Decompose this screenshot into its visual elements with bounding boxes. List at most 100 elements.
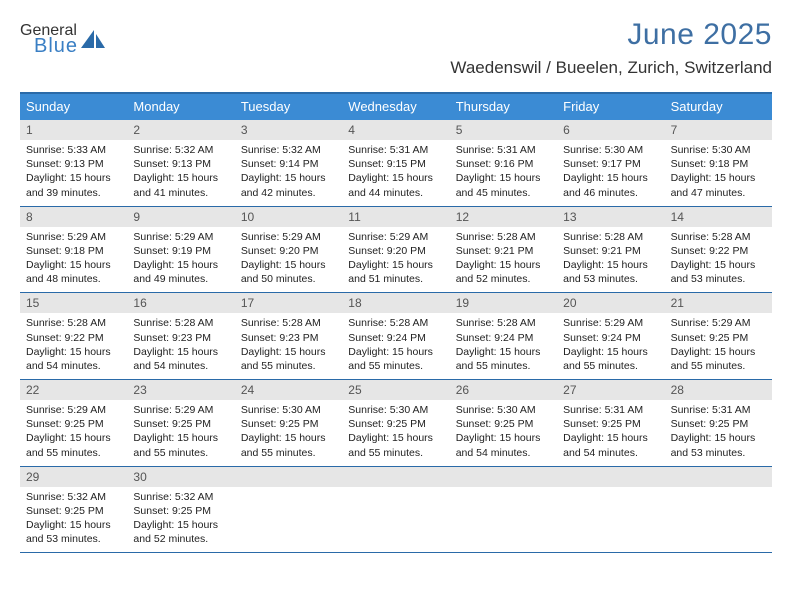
daylight-line: Daylight: 15 hours and 55 minutes. <box>563 345 660 373</box>
sunset-line: Sunset: 9:25 PM <box>241 417 338 431</box>
sunrise-line: Sunrise: 5:29 AM <box>26 403 123 417</box>
sunrise-line: Sunrise: 5:30 AM <box>671 143 768 157</box>
sunrise-line: Sunrise: 5:28 AM <box>671 230 768 244</box>
day-cell: Sunrise: 5:29 AMSunset: 9:25 PMDaylight:… <box>127 400 234 466</box>
daylight-line: Daylight: 15 hours and 55 minutes. <box>26 431 123 459</box>
daylight-line: Daylight: 15 hours and 54 minutes. <box>456 431 553 459</box>
daylight-line: Daylight: 15 hours and 54 minutes. <box>133 345 230 373</box>
day-cell: Sunrise: 5:29 AMSunset: 9:24 PMDaylight:… <box>557 313 664 379</box>
day-cell: Sunrise: 5:30 AMSunset: 9:25 PMDaylight:… <box>342 400 449 466</box>
sunrise-line: Sunrise: 5:29 AM <box>241 230 338 244</box>
day-number: 18 <box>342 293 449 313</box>
daylight-line: Daylight: 15 hours and 55 minutes. <box>456 345 553 373</box>
sail-icon <box>80 28 106 50</box>
sunset-line: Sunset: 9:25 PM <box>26 504 123 518</box>
day-number: 21 <box>665 293 772 313</box>
sunrise-line: Sunrise: 5:29 AM <box>133 230 230 244</box>
day-number: 24 <box>235 380 342 400</box>
day-number: 15 <box>20 293 127 313</box>
day-number: 5 <box>450 120 557 140</box>
day-cell: Sunrise: 5:28 AMSunset: 9:22 PMDaylight:… <box>665 227 772 293</box>
daylight-line: Daylight: 15 hours and 41 minutes. <box>133 171 230 199</box>
day-number: 11 <box>342 207 449 227</box>
daynum-row: 891011121314 <box>20 207 772 227</box>
daylight-line: Daylight: 15 hours and 44 minutes. <box>348 171 445 199</box>
daynum-row: 15161718192021 <box>20 293 772 313</box>
sunset-line: Sunset: 9:21 PM <box>563 244 660 258</box>
day-cell: Sunrise: 5:28 AMSunset: 9:24 PMDaylight:… <box>450 313 557 379</box>
content-row: Sunrise: 5:29 AMSunset: 9:18 PMDaylight:… <box>20 227 772 293</box>
content-row: Sunrise: 5:29 AMSunset: 9:25 PMDaylight:… <box>20 400 772 466</box>
day-number: 3 <box>235 120 342 140</box>
day-cell: Sunrise: 5:29 AMSunset: 9:18 PMDaylight:… <box>20 227 127 293</box>
sunrise-line: Sunrise: 5:28 AM <box>133 316 230 330</box>
sunrise-line: Sunrise: 5:28 AM <box>241 316 338 330</box>
sunrise-line: Sunrise: 5:30 AM <box>456 403 553 417</box>
header: General Blue June 2025 Waedenswil / Buee… <box>20 18 772 78</box>
day-number: 26 <box>450 380 557 400</box>
daylight-line: Daylight: 15 hours and 53 minutes. <box>563 258 660 286</box>
daylight-line: Daylight: 15 hours and 47 minutes. <box>671 171 768 199</box>
daylight-line: Daylight: 15 hours and 42 minutes. <box>241 171 338 199</box>
day-cell: Sunrise: 5:31 AMSunset: 9:15 PMDaylight:… <box>342 140 449 206</box>
daylight-line: Daylight: 15 hours and 53 minutes. <box>671 431 768 459</box>
daynum-row: 22232425262728 <box>20 380 772 400</box>
daylight-line: Daylight: 15 hours and 46 minutes. <box>563 171 660 199</box>
sunset-line: Sunset: 9:13 PM <box>133 157 230 171</box>
sunrise-line: Sunrise: 5:30 AM <box>348 403 445 417</box>
daylight-line: Daylight: 15 hours and 39 minutes. <box>26 171 123 199</box>
sunset-line: Sunset: 9:25 PM <box>348 417 445 431</box>
sunset-line: Sunset: 9:25 PM <box>563 417 660 431</box>
daynum-row: 1234567 <box>20 120 772 140</box>
sunset-line: Sunset: 9:20 PM <box>241 244 338 258</box>
day-cell <box>342 487 449 553</box>
day-header-row: Sunday Monday Tuesday Wednesday Thursday… <box>20 94 772 120</box>
day-number: 13 <box>557 207 664 227</box>
calendar: Sunday Monday Tuesday Wednesday Thursday… <box>20 92 772 553</box>
day-cell: Sunrise: 5:31 AMSunset: 9:16 PMDaylight:… <box>450 140 557 206</box>
sunset-line: Sunset: 9:13 PM <box>26 157 123 171</box>
sunset-line: Sunset: 9:16 PM <box>456 157 553 171</box>
week: 891011121314Sunrise: 5:29 AMSunset: 9:18… <box>20 207 772 294</box>
sunset-line: Sunset: 9:15 PM <box>348 157 445 171</box>
day-number: 1 <box>20 120 127 140</box>
day-cell <box>557 487 664 553</box>
day-number: 10 <box>235 207 342 227</box>
day-cell <box>665 487 772 553</box>
day-number <box>665 467 772 487</box>
sunset-line: Sunset: 9:18 PM <box>26 244 123 258</box>
daylight-line: Daylight: 15 hours and 49 minutes. <box>133 258 230 286</box>
day-number <box>450 467 557 487</box>
day-header: Sunday <box>20 94 127 120</box>
sunrise-line: Sunrise: 5:32 AM <box>26 490 123 504</box>
day-cell: Sunrise: 5:31 AMSunset: 9:25 PMDaylight:… <box>665 400 772 466</box>
logo-text: General Blue <box>20 24 78 55</box>
sunset-line: Sunset: 9:25 PM <box>671 417 768 431</box>
day-cell <box>450 487 557 553</box>
day-cell: Sunrise: 5:32 AMSunset: 9:25 PMDaylight:… <box>127 487 234 553</box>
daylight-line: Daylight: 15 hours and 54 minutes. <box>563 431 660 459</box>
day-cell: Sunrise: 5:30 AMSunset: 9:18 PMDaylight:… <box>665 140 772 206</box>
sunset-line: Sunset: 9:25 PM <box>671 331 768 345</box>
sunrise-line: Sunrise: 5:28 AM <box>456 230 553 244</box>
day-cell: Sunrise: 5:32 AMSunset: 9:13 PMDaylight:… <box>127 140 234 206</box>
daylight-line: Daylight: 15 hours and 52 minutes. <box>456 258 553 286</box>
day-number <box>342 467 449 487</box>
day-cell: Sunrise: 5:30 AMSunset: 9:25 PMDaylight:… <box>450 400 557 466</box>
daylight-line: Daylight: 15 hours and 48 minutes. <box>26 258 123 286</box>
sunrise-line: Sunrise: 5:31 AM <box>348 143 445 157</box>
sunset-line: Sunset: 9:24 PM <box>563 331 660 345</box>
sunrise-line: Sunrise: 5:32 AM <box>133 490 230 504</box>
day-cell: Sunrise: 5:31 AMSunset: 9:25 PMDaylight:… <box>557 400 664 466</box>
day-cell: Sunrise: 5:29 AMSunset: 9:25 PMDaylight:… <box>665 313 772 379</box>
day-number: 22 <box>20 380 127 400</box>
daylight-line: Daylight: 15 hours and 51 minutes. <box>348 258 445 286</box>
sunrise-line: Sunrise: 5:31 AM <box>563 403 660 417</box>
sunset-line: Sunset: 9:25 PM <box>456 417 553 431</box>
sunset-line: Sunset: 9:17 PM <box>563 157 660 171</box>
day-header: Tuesday <box>235 94 342 120</box>
day-cell: Sunrise: 5:30 AMSunset: 9:25 PMDaylight:… <box>235 400 342 466</box>
day-cell: Sunrise: 5:30 AMSunset: 9:17 PMDaylight:… <box>557 140 664 206</box>
day-cell: Sunrise: 5:28 AMSunset: 9:21 PMDaylight:… <box>557 227 664 293</box>
sunset-line: Sunset: 9:24 PM <box>348 331 445 345</box>
